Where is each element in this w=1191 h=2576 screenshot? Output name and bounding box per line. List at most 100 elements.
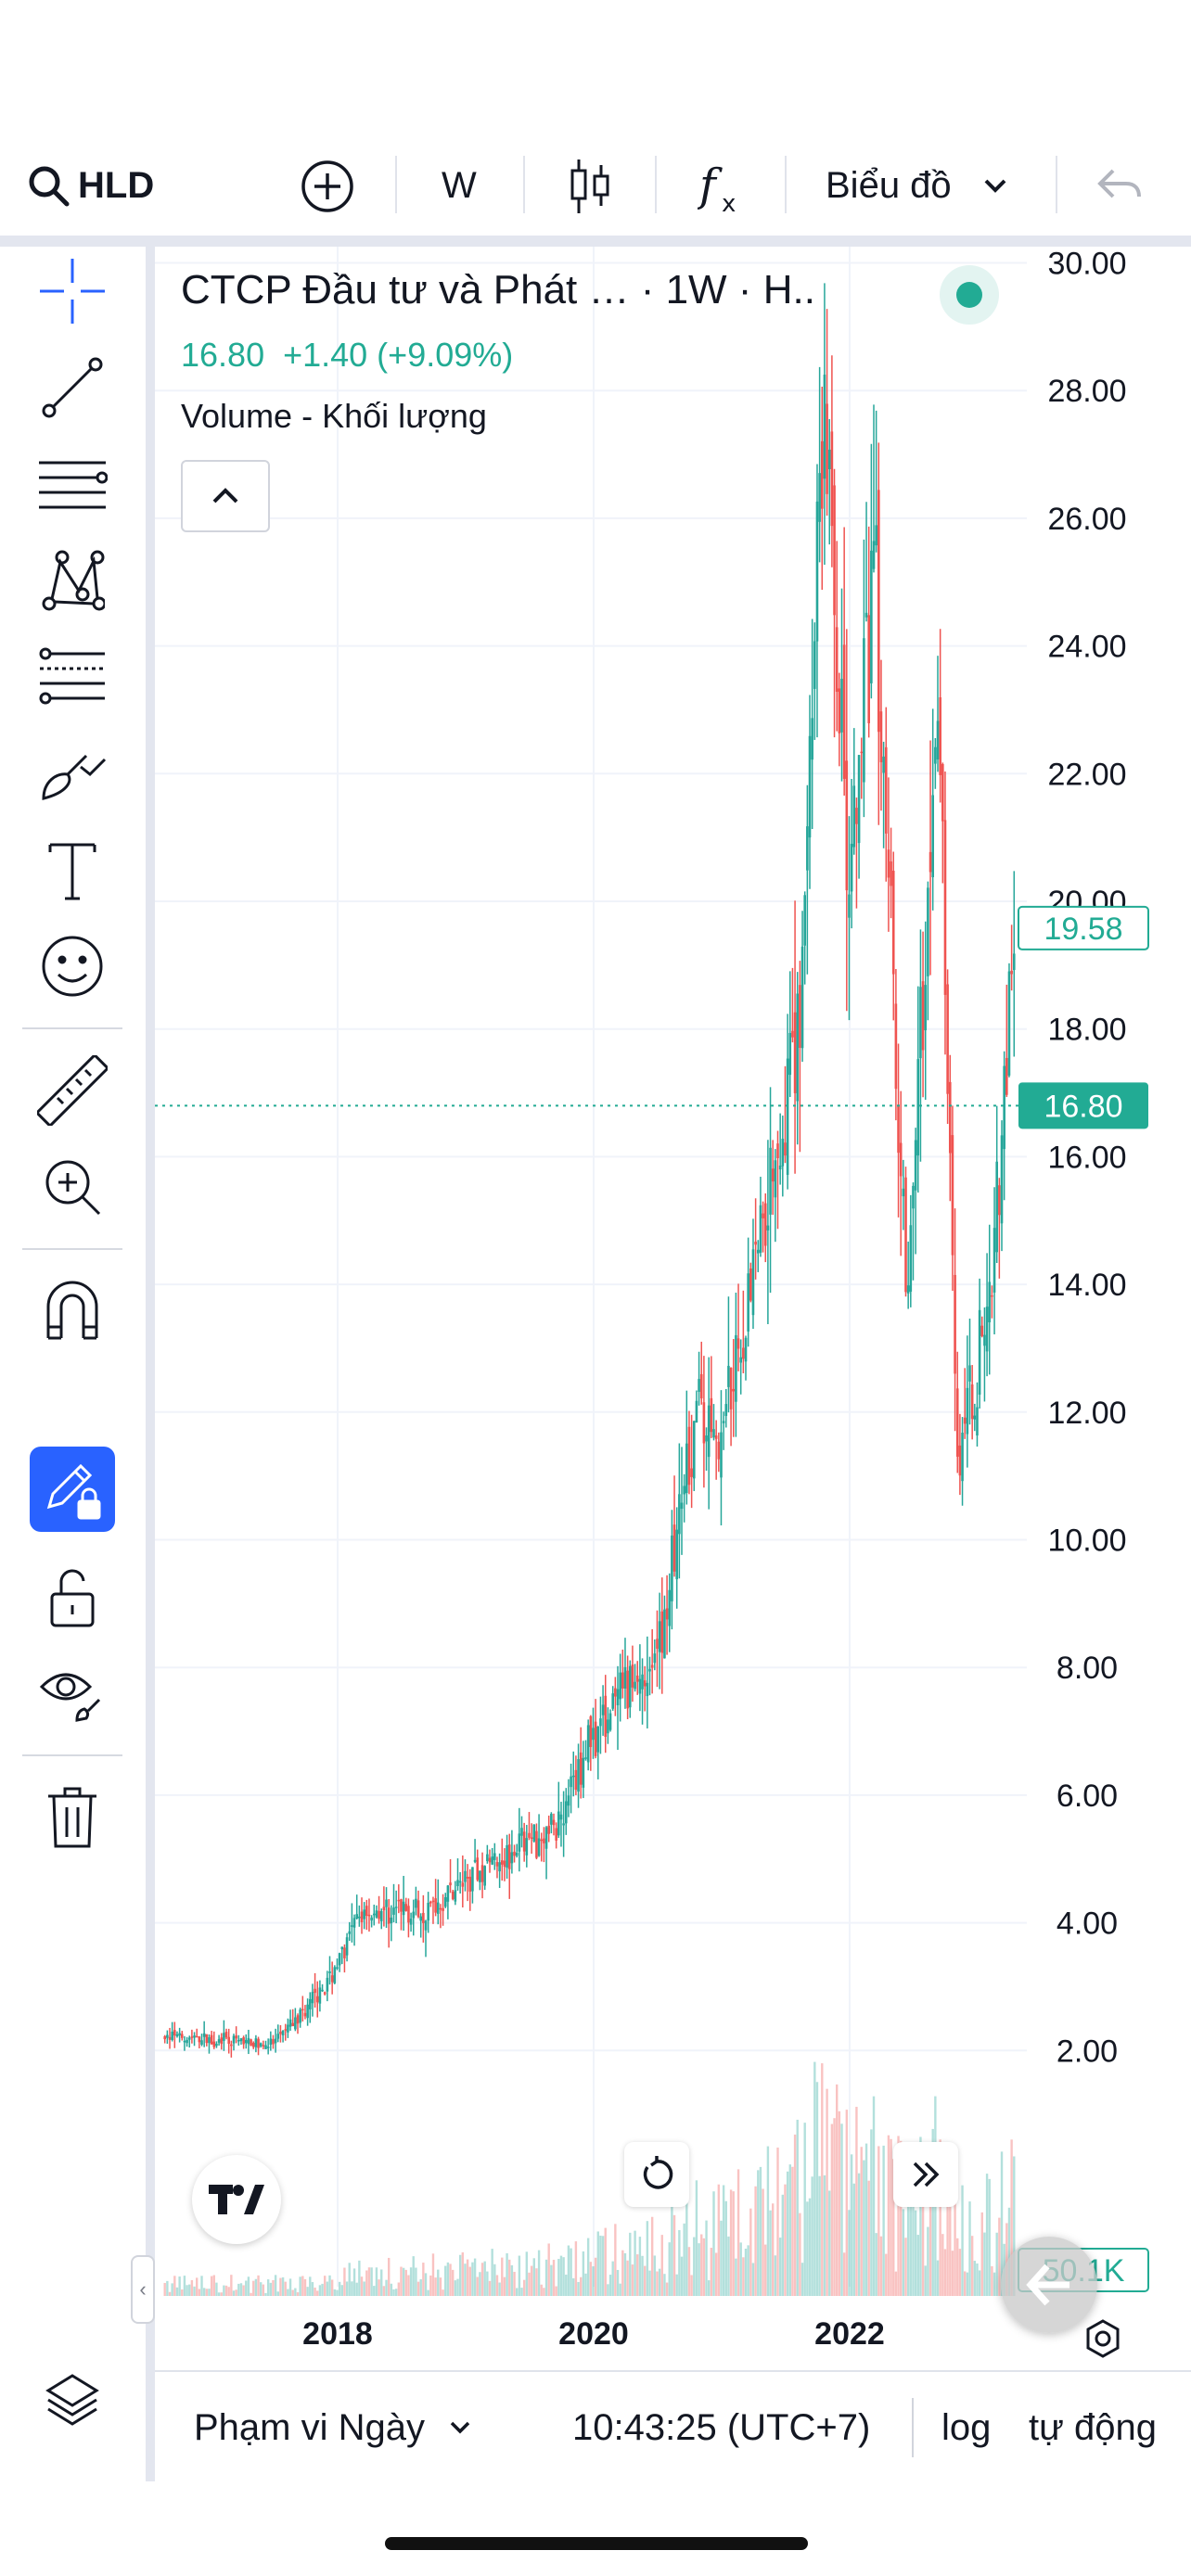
market-status-icon[interactable] <box>940 265 999 325</box>
candle-body <box>522 1831 526 1852</box>
candle-body <box>1000 1135 1004 1224</box>
candle-body <box>518 1833 521 1852</box>
volume-bar <box>735 2258 737 2296</box>
scroll-to-realtime-icon[interactable] <box>893 2142 958 2207</box>
candle-body <box>387 1907 391 1924</box>
volume-bar <box>171 2283 173 2296</box>
volume-bar <box>212 2275 215 2296</box>
unlock-icon[interactable] <box>28 1552 117 1641</box>
volume-bar <box>799 2213 801 2296</box>
volume-bar <box>272 2279 275 2296</box>
candle-body <box>195 2035 198 2038</box>
chart-area[interactable]: 2.00 4.00 6.00 8.00 10.00 12.00 14.00 16.00 18.0… <box>131 247 1191 2370</box>
candle-body <box>665 1608 669 1620</box>
volume-bars <box>163 2061 1016 2296</box>
candle-body <box>813 641 816 689</box>
candle-body <box>486 1854 489 1862</box>
candles-icon[interactable] <box>568 158 614 215</box>
smile-icon[interactable] <box>28 922 117 1011</box>
undo-icon[interactable] <box>1095 165 1143 206</box>
candle-body <box>646 1682 649 1697</box>
magnet-icon[interactable] <box>28 1267 117 1356</box>
ruler-icon[interactable] <box>28 1046 117 1135</box>
volume-bar <box>242 2285 245 2296</box>
volume-bar <box>245 2280 248 2296</box>
add-circle-icon[interactable] <box>301 159 354 213</box>
chevron-down-icon[interactable] <box>448 2418 472 2437</box>
price-tick-label: 2.00 <box>1057 2034 1118 2069</box>
volume-bar <box>227 2287 230 2296</box>
date-range-menu[interactable]: Phạm vi Ngày <box>194 2407 425 2448</box>
candle-body <box>973 1415 977 1420</box>
symbol-legend-title[interactable]: CTCP Đầu tư và Phát … · 1W · H.. <box>181 267 815 312</box>
candle-body <box>276 2034 280 2039</box>
volume-bar <box>508 2259 511 2296</box>
volume-bar <box>909 2167 913 2296</box>
eye-icon[interactable] <box>28 1649 117 1738</box>
volume-bar <box>466 2259 469 2296</box>
text-icon[interactable] <box>28 825 117 914</box>
volume-bar <box>769 2210 772 2296</box>
brush-icon[interactable] <box>28 729 117 818</box>
volume-bar <box>828 2190 831 2296</box>
volume-legend[interactable]: Volume - Khối lượng <box>181 397 487 435</box>
reset-chart-icon[interactable] <box>624 2142 689 2207</box>
candle-body <box>557 1811 560 1836</box>
interval-button[interactable]: W <box>442 165 477 206</box>
candle-body <box>166 2034 169 2038</box>
volume-bar <box>818 2175 821 2296</box>
chevron-up-icon[interactable] <box>181 460 270 532</box>
volume-bar <box>355 2282 358 2296</box>
candle-body <box>451 1891 455 1900</box>
fib-tool-icon[interactable] <box>28 632 117 721</box>
volume-bar <box>188 2284 191 2296</box>
volume-bar <box>892 2159 895 2296</box>
candle-body <box>735 1334 737 1402</box>
candle-body <box>916 1059 920 1156</box>
expand-toolbar-icon[interactable]: ‹ <box>131 2255 155 2324</box>
candle-body <box>429 1901 432 1904</box>
price-marker-box <box>1018 905 1149 950</box>
volume-bar <box>565 2275 568 2296</box>
candle-body <box>712 1429 715 1438</box>
parallel-lines-icon[interactable] <box>28 440 117 529</box>
chevron-down-icon[interactable] <box>981 174 1009 197</box>
candle-body <box>205 2034 209 2044</box>
pattern-icon[interactable] <box>28 536 117 625</box>
volume-bar <box>724 2200 727 2296</box>
log-scale-toggle[interactable]: log <box>941 2407 992 2448</box>
candle-body <box>274 2038 277 2044</box>
candle-body <box>431 1900 435 1903</box>
candle-body <box>500 1860 504 1865</box>
tradingview-logo[interactable] <box>192 2155 281 2244</box>
candle-body <box>416 1900 420 1918</box>
candle-body <box>506 1844 508 1868</box>
clock-timezone[interactable]: 10:43:25 (UTC+7) <box>572 2407 871 2448</box>
volume-bar <box>281 2276 285 2296</box>
volume-bar <box>727 2236 730 2296</box>
candle-body <box>259 2043 263 2047</box>
volume-bar <box>840 2123 843 2296</box>
volume-bar <box>419 2279 422 2296</box>
candle-body <box>436 1902 440 1914</box>
back-arrow-icon[interactable] <box>1001 2237 1097 2333</box>
candle-body <box>355 1914 358 1919</box>
trend-line-icon[interactable] <box>28 343 117 432</box>
crosshair-icon[interactable] <box>28 247 117 336</box>
lock-drawings-icon[interactable] <box>30 1447 115 1532</box>
zoom-in-icon[interactable] <box>28 1142 117 1231</box>
candle-body <box>658 1621 661 1652</box>
chart-type-menu[interactable]: Biểu đồ <box>826 165 952 206</box>
settings-icon[interactable] <box>1082 2318 1123 2359</box>
candle-body <box>564 1801 568 1824</box>
auto-scale-toggle[interactable]: tự động <box>1029 2407 1157 2448</box>
candle-body <box>687 1426 691 1486</box>
volume-bar <box>700 2234 703 2296</box>
trash-icon[interactable] <box>28 1773 117 1862</box>
candle-body <box>375 1910 378 1918</box>
search-icon[interactable] <box>26 163 70 208</box>
volume-bar <box>254 2278 258 2296</box>
symbol-search[interactable]: HLD <box>78 165 155 206</box>
layers-icon[interactable] <box>28 2355 117 2444</box>
